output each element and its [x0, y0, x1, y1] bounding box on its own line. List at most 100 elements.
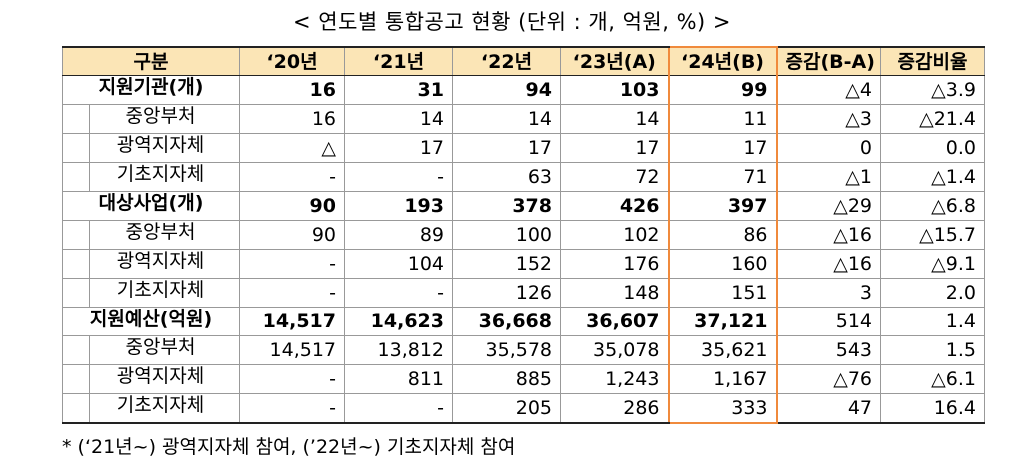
sub-row: 기초지자체 - -63 72 71 △1 △1.4 — [62, 162, 985, 192]
row-label: 지원기관(개) — [98, 76, 204, 99]
row-label-cell: 중앙부처 — [62, 104, 240, 135]
value-cell: - — [239, 248, 345, 279]
value-cell: 333 — [667, 393, 778, 424]
row-label: 중앙부처 — [125, 105, 196, 128]
value-cell: 17 — [560, 133, 669, 164]
value-cell: 543 — [776, 335, 881, 366]
value-cell: 811 — [344, 364, 453, 395]
row-label-cell: 기초지자체 — [62, 277, 240, 308]
row-label-cell: 기초지자체 — [62, 393, 240, 424]
row-label-cell: 광역지자체 — [62, 364, 240, 395]
value-cell: △3.9 — [880, 75, 985, 106]
value-cell: 286 — [560, 393, 669, 424]
value-cell: △1.4 — [880, 162, 985, 192]
group-row: 지원예산(억원) 14,517 14,623 36,668 36,607 37,121 51… — [62, 306, 985, 337]
value-cell: 0.0 — [880, 133, 985, 164]
sub-row: 중앙부처 90 89 100 102 86 △16 △15.7 — [62, 219, 985, 250]
value-cell: 94 — [452, 75, 561, 106]
value-cell: 160 — [667, 248, 778, 279]
value-cell: 151 — [667, 277, 778, 308]
value-cell: △76 — [776, 364, 881, 395]
value-cell: - — [239, 277, 345, 308]
value-cell: 90 — [239, 190, 345, 221]
value-cell: 14 — [452, 104, 561, 135]
group-row: 대상사업(개) 90 193 378 426 397 △29 △6.8 — [62, 190, 985, 221]
annual-announcement-table: 구분 ‘20년 ‘21년 ‘22년 ‘23년(A) ‘24년(B) 증감(B-A) 증감비율 … — [62, 46, 985, 424]
value-cell: △4 — [776, 75, 881, 106]
value-cell: △1 — [776, 162, 881, 192]
row-label-cell: 광역지자체 — [62, 248, 240, 279]
column-header: 증감비율 — [880, 46, 985, 77]
row-label-cell: 중앙부처 — [62, 219, 240, 250]
value-cell: 17 — [344, 133, 453, 164]
value-cell: 152 — [452, 248, 561, 279]
value-cell: 36,668 — [452, 306, 561, 337]
value-cell: 514 — [776, 306, 881, 337]
value-cell: - — [344, 393, 453, 424]
value-cell: △16 — [776, 248, 881, 279]
row-label-cell: 지원기관(개) — [62, 75, 240, 106]
row-label-cell: 광역지자체 — [62, 133, 240, 164]
value-cell: △9.1 — [880, 248, 985, 279]
row-label-cell: 중앙부처 — [62, 335, 240, 366]
table-title: < 연도별 통합공고 현황 (단위 : 개, 억원, %) > — [292, 10, 731, 34]
value-cell: △29 — [776, 190, 881, 221]
value-cell: 378 — [452, 190, 561, 221]
column-header: 증감(B-A) — [776, 46, 881, 77]
footnote: * (‘21년~) 광역지자체 참여, (’22년~) 기초지자체 참여 — [62, 436, 516, 458]
header-row: 구분 ‘20년 ‘21년 ‘22년 ‘23년(A) ‘24년(B) 증감(B-A) 증감비율 — [62, 46, 985, 77]
value-cell: - — [239, 162, 345, 192]
value-cell: △15.7 — [880, 219, 985, 250]
column-header: ‘24년(B) — [667, 46, 778, 77]
value-cell: 176 — [560, 248, 669, 279]
row-label: 중앙부처 — [125, 220, 196, 243]
value-cell: △6.8 — [880, 190, 985, 221]
value-cell: 1.4 — [880, 306, 985, 337]
value-cell: 397 — [667, 190, 778, 221]
sub-row: 중앙부처 14,517 13,812 35,578 35,078 35,621 543 1.5 — [62, 335, 985, 366]
sub-row: 기초지자체 - -205 286 333 47 16.4 — [62, 393, 985, 424]
table-body: 지원기관(개) 16 31 94 103 99 △4 △3.9 중앙부처 16 14 14 14 11 △3… — [62, 75, 985, 424]
value-cell: 104 — [344, 248, 453, 279]
sub-row: 광역지자체 -104 152 176 160 △16 △9.1 — [62, 248, 985, 279]
value-cell: 90 — [239, 219, 345, 250]
value-cell: 1,243 — [560, 364, 669, 395]
value-cell: 86 — [667, 219, 778, 250]
value-cell: 72 — [560, 162, 669, 192]
row-label: 중앙부처 — [125, 336, 196, 359]
value-cell: 13,812 — [344, 335, 453, 366]
row-label: 기초지자체 — [116, 394, 205, 417]
value-cell: 14,623 — [344, 306, 453, 337]
value-cell: 426 — [560, 190, 669, 221]
row-label: 기초지자체 — [116, 163, 205, 186]
value-cell: 14 — [560, 104, 669, 135]
value-cell: 11 — [667, 104, 778, 135]
value-cell: △16 — [776, 219, 881, 250]
value-cell: 63 — [452, 162, 561, 192]
value-cell: 102 — [560, 219, 669, 250]
value-cell: 35,078 — [560, 335, 669, 366]
value-cell: 3 — [776, 277, 881, 308]
value-cell: 100 — [452, 219, 561, 250]
value-cell: △3 — [776, 104, 881, 135]
value-cell: 885 — [452, 364, 561, 395]
sub-row: 광역지자체 △ 17 17 17 17 0 0.0 — [62, 133, 985, 164]
value-cell: 14,517 — [239, 306, 345, 337]
row-label: 지원예산(억원) — [89, 307, 213, 330]
value-cell: 148 — [560, 277, 669, 308]
value-cell: 47 — [776, 393, 881, 424]
column-header: ‘21년 — [344, 46, 453, 77]
value-cell: 17 — [452, 133, 561, 164]
value-cell: 16 — [239, 75, 345, 106]
value-cell: △ — [239, 133, 345, 164]
value-cell: △21.4 — [880, 104, 985, 135]
column-header: ‘20년 — [239, 46, 345, 77]
value-cell: 14 — [344, 104, 453, 135]
sub-row: 기초지자체 - -126 148 151 3 2.0 — [62, 277, 985, 308]
value-cell: 99 — [667, 75, 778, 106]
row-label: 광역지자체 — [116, 249, 205, 272]
column-header: ‘23년(A) — [560, 46, 669, 77]
row-label-cell: 대상사업(개) — [62, 190, 240, 221]
value-cell: 0 — [776, 133, 881, 164]
row-label: 광역지자체 — [116, 365, 205, 388]
